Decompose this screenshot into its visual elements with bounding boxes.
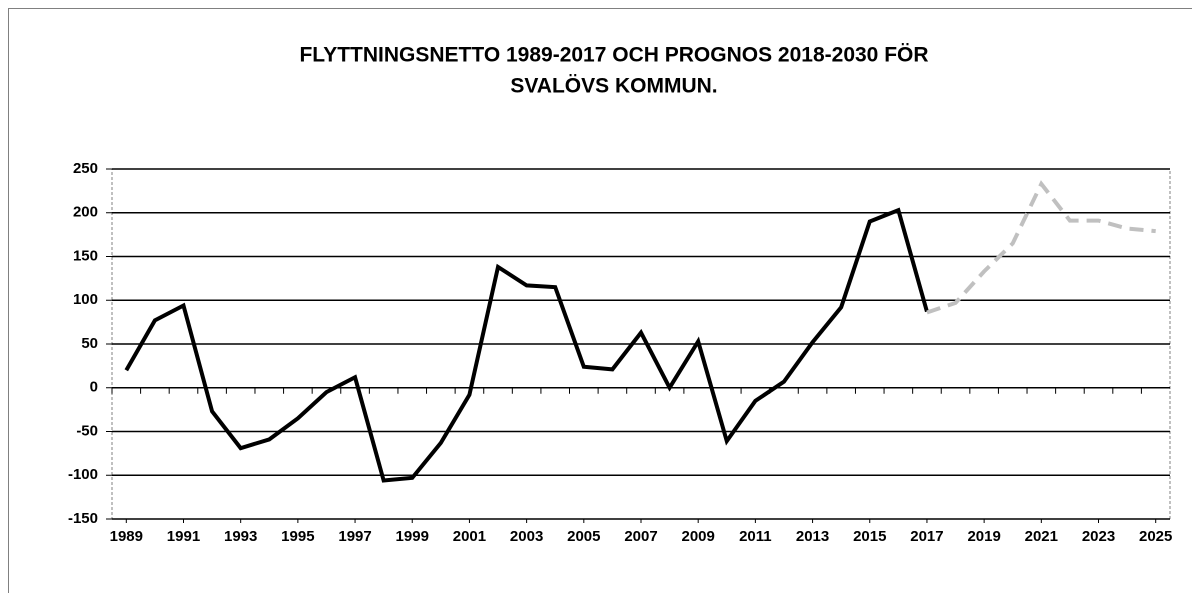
x-tick-label: 1997 <box>338 528 371 545</box>
x-tick-label: 2001 <box>453 528 486 545</box>
x-tick-label: 2019 <box>967 528 1000 545</box>
y-tick-label: -150 <box>68 510 98 527</box>
x-tick-label: 1999 <box>396 528 429 545</box>
y-tick-label: 0 <box>90 379 98 396</box>
x-tick-label: 2005 <box>567 528 600 545</box>
y-tick-label: 50 <box>81 335 98 352</box>
y-tick-label: -100 <box>68 466 98 483</box>
data-line <box>926 180 1156 315</box>
x-tick-label: 2009 <box>682 528 715 545</box>
x-tick-label: 2015 <box>853 528 886 545</box>
x-tick-label: 2021 <box>1025 528 1058 545</box>
x-tick-label: 1995 <box>281 528 314 545</box>
x-tick-label: 2025 <box>1139 528 1172 545</box>
chart-frame <box>8 8 1192 593</box>
x-tick-label: 1991 <box>167 528 200 545</box>
data-line <box>124 207 929 483</box>
chart-title: SVALÖVS KOMMUN. <box>510 75 717 98</box>
x-tick-label: 2017 <box>910 528 943 545</box>
x-tick-label: 2013 <box>796 528 829 545</box>
chart-title: FLYTTNINGSNETTO 1989-2017 OCH PROGNOS 20… <box>299 44 928 67</box>
y-tick-label: 100 <box>73 291 98 308</box>
y-tick-label: 200 <box>73 204 98 221</box>
x-tick-label: 2003 <box>510 528 543 545</box>
y-tick-label: 150 <box>73 247 98 264</box>
x-tick-label: 1993 <box>224 528 257 545</box>
y-tick-label: 250 <box>73 160 98 177</box>
x-tick-label: 2023 <box>1082 528 1115 545</box>
x-tick-label: 2007 <box>624 528 657 545</box>
x-tick-label: 1989 <box>110 528 143 545</box>
x-tick-label: 2011 <box>739 528 772 545</box>
y-tick-label: -50 <box>76 422 98 439</box>
